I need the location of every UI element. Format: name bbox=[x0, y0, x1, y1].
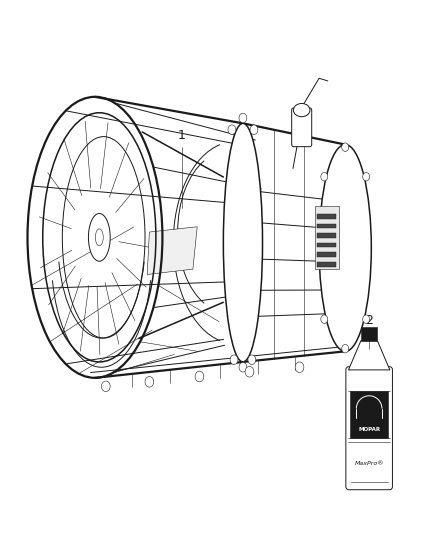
Bar bbox=[317, 262, 336, 266]
Polygon shape bbox=[349, 341, 390, 370]
Bar bbox=[317, 233, 336, 238]
Circle shape bbox=[342, 143, 349, 151]
Bar bbox=[361, 327, 378, 341]
Text: MOPAR: MOPAR bbox=[358, 426, 380, 432]
Bar bbox=[350, 391, 388, 438]
Circle shape bbox=[195, 371, 204, 382]
Bar bbox=[317, 243, 336, 247]
Ellipse shape bbox=[319, 144, 371, 351]
Circle shape bbox=[248, 355, 256, 365]
Circle shape bbox=[250, 125, 258, 134]
Text: 1: 1 bbox=[178, 129, 186, 142]
Bar bbox=[315, 206, 339, 269]
Circle shape bbox=[230, 355, 238, 365]
Text: 2: 2 bbox=[365, 314, 373, 327]
Text: MaxPro®: MaxPro® bbox=[354, 461, 384, 466]
Circle shape bbox=[239, 362, 247, 372]
Bar bbox=[317, 223, 336, 228]
Ellipse shape bbox=[293, 103, 310, 117]
Circle shape bbox=[239, 114, 247, 123]
Circle shape bbox=[321, 315, 328, 324]
Polygon shape bbox=[147, 227, 197, 274]
Circle shape bbox=[295, 362, 304, 373]
Ellipse shape bbox=[88, 214, 110, 261]
FancyBboxPatch shape bbox=[346, 367, 392, 490]
Circle shape bbox=[245, 367, 254, 377]
Circle shape bbox=[145, 376, 154, 387]
Circle shape bbox=[102, 381, 110, 392]
FancyBboxPatch shape bbox=[292, 108, 312, 147]
Circle shape bbox=[342, 344, 349, 353]
Circle shape bbox=[321, 173, 328, 181]
Circle shape bbox=[228, 125, 236, 134]
Circle shape bbox=[363, 315, 370, 324]
Circle shape bbox=[363, 173, 370, 181]
Bar bbox=[317, 214, 336, 219]
Bar bbox=[317, 252, 336, 257]
Ellipse shape bbox=[223, 123, 262, 362]
